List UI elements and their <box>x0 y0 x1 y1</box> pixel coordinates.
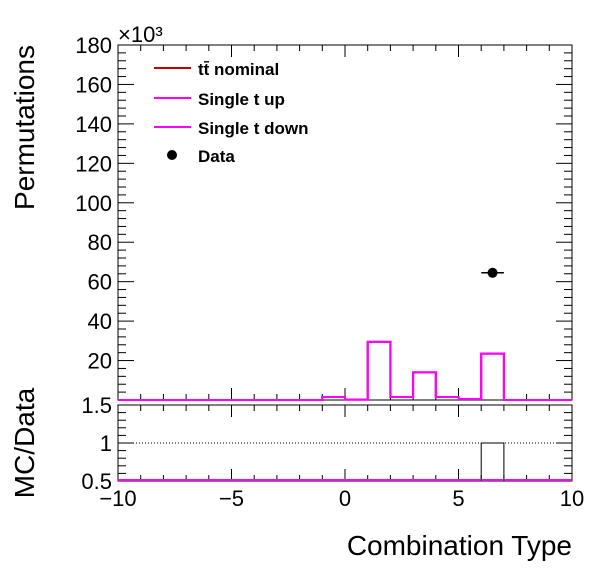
ratio-y-tick-label: 0.5 <box>81 469 112 494</box>
y-multiplier-label: ×10³ <box>118 22 163 47</box>
legend-label-data: Data <box>198 147 235 166</box>
upper-y-tick-label: 160 <box>75 72 112 97</box>
data-points <box>481 267 504 278</box>
ratio-y-tick-label: 1 <box>100 431 112 456</box>
upper-y-tick-label: 120 <box>75 151 112 176</box>
ratio-y-tick-label: 1.5 <box>81 393 112 418</box>
legend: tt̄ nominal Single t up Single t down Da… <box>154 60 309 166</box>
legend-swatch-data <box>167 150 177 160</box>
upper-y-tick-label: 140 <box>75 112 112 137</box>
data-point <box>487 267 498 278</box>
x-tick-labels: −10 −5 0 5 10 <box>99 486 584 511</box>
upper-y-tick-label: 60 <box>88 270 112 295</box>
upper-y-tick-label: 40 <box>88 309 112 334</box>
ratio-y-ticks: 0.5 1 1.5 <box>81 393 572 494</box>
upper-y-tick-label: 180 <box>75 33 112 58</box>
legend-label-single-t-up: Single t up <box>198 90 285 109</box>
upper-y-ticks: 20 40 60 80 100 120 140 160 180 <box>75 33 572 401</box>
legend-label-single-t-down: Single t down <box>198 119 309 138</box>
upper-y-tick-label: 80 <box>88 230 112 255</box>
upper-y-tick-label: 100 <box>75 191 112 216</box>
x-tick-label: −10 <box>99 486 136 511</box>
upper-y-tick-label: 20 <box>88 349 112 374</box>
x-tick-label: 0 <box>339 486 351 511</box>
ratio-content <box>118 442 572 481</box>
x-tick-label: 10 <box>560 486 584 511</box>
x-tick-label: 5 <box>452 486 464 511</box>
x-axis-label: Combination Type <box>347 530 572 561</box>
ratio-y-axis-label: MC/Data <box>9 387 40 498</box>
legend-label-tt-nominal: tt̄ nominal <box>198 60 279 79</box>
hist-single-t-down <box>118 340 572 401</box>
upper-histograms <box>118 340 572 401</box>
upper-y-axis-label: Permutations <box>9 45 40 210</box>
x-tick-label: −5 <box>219 486 244 511</box>
ratio-bin <box>480 442 505 481</box>
